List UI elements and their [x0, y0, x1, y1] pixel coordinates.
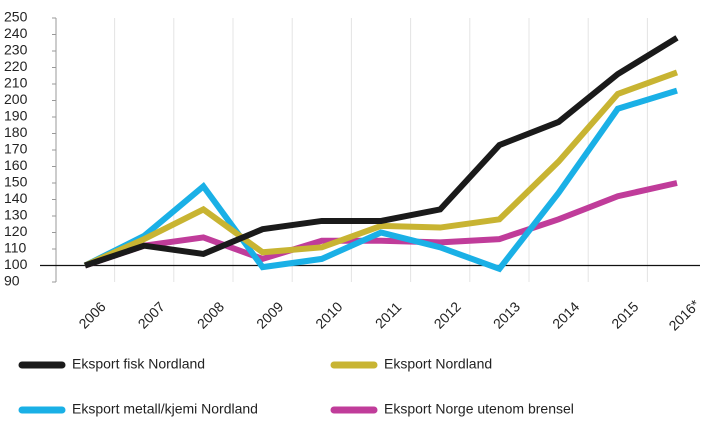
x-tick-label: 2006	[75, 298, 108, 331]
y-tick-label: 180	[4, 124, 28, 140]
x-tick-label: 2014	[549, 298, 582, 331]
x-tick-label: 2008	[194, 298, 227, 331]
y-tick-label: 210	[4, 75, 28, 91]
y-tick-label: 120	[4, 223, 28, 239]
y-tick-label: 150	[4, 174, 28, 190]
y-tick-label: 220	[4, 58, 28, 74]
x-tick-label: 2012	[431, 298, 464, 331]
x-tick-label: 2010	[312, 298, 345, 331]
y-tick-label: 110	[4, 240, 27, 256]
y-tick-label: 170	[4, 141, 28, 157]
x-tick-label: 2016*	[665, 296, 703, 334]
legend-label: Eksport metall/kjemi Nordland	[72, 401, 258, 417]
y-tick-label: 160	[4, 157, 28, 173]
y-tick-label: 230	[4, 42, 28, 58]
y-tick-label: 90	[4, 273, 20, 289]
y-tick-label: 200	[4, 91, 28, 107]
x-tick-label: 2013	[490, 298, 523, 331]
x-tick-label: 2015	[608, 298, 641, 331]
legend-label: Eksport Nordland	[384, 356, 492, 372]
legend-label: Eksport Norge utenom brensel	[384, 401, 574, 417]
x-tick-label: 2011	[372, 299, 405, 332]
series-line	[84, 180, 678, 269]
y-tick-label: 130	[4, 207, 28, 223]
y-tick-label: 140	[4, 190, 28, 206]
y-tick-label: 250	[4, 9, 28, 25]
series-line	[84, 35, 679, 269]
y-tick-label: 240	[4, 25, 28, 41]
series-line	[83, 87, 678, 273]
x-tick-label: 2009	[253, 298, 286, 331]
y-tick-label: 190	[4, 108, 28, 124]
y-tick-label: 100	[4, 256, 28, 272]
series-line	[83, 69, 679, 269]
x-tick-label: 2007	[135, 298, 168, 331]
legend-label: Eksport fisk Nordland	[72, 356, 205, 372]
